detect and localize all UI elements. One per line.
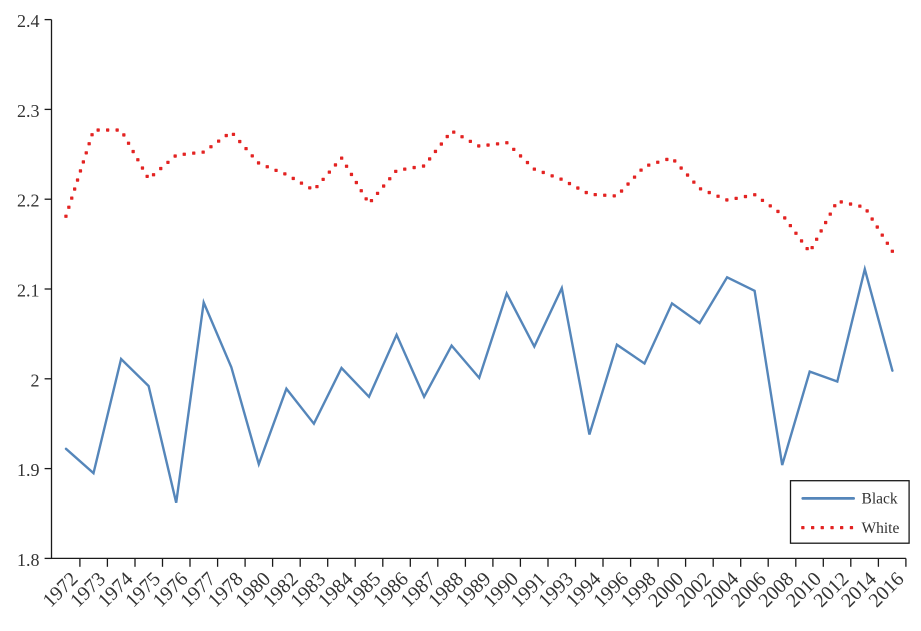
svg-text:2.3: 2.3 [17, 101, 40, 121]
svg-text:1.8: 1.8 [17, 550, 40, 570]
svg-text:2.2: 2.2 [17, 191, 40, 211]
svg-text:White: White [862, 520, 900, 537]
svg-text:2.4: 2.4 [17, 11, 40, 31]
svg-text:1.9: 1.9 [17, 460, 40, 480]
svg-text:2: 2 [31, 370, 40, 390]
svg-text:2.1: 2.1 [17, 281, 40, 301]
svg-text:Black: Black [862, 490, 898, 507]
